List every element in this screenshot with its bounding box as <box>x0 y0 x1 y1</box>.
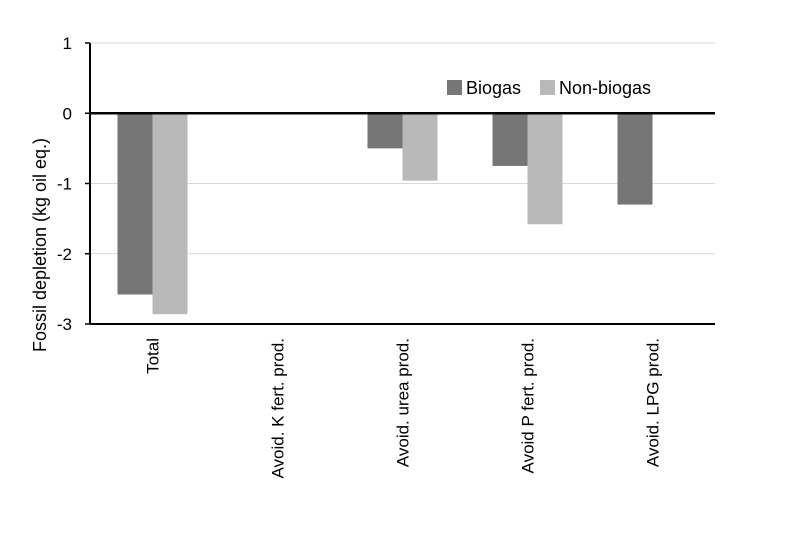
category-label: Avoid P fert. prod. <box>519 338 538 473</box>
category-label: Avoid. LPG prod. <box>644 338 663 467</box>
y-tick-label: -2 <box>57 245 72 264</box>
bars <box>117 113 653 315</box>
legend-swatch <box>540 80 555 95</box>
y-tick-labels: 1 0 -1 -2 -3 <box>57 34 72 334</box>
category-label: Avoid. K fert. prod. <box>269 338 288 478</box>
category-label: Total <box>144 338 163 374</box>
y-axis-title: Fossil depletion (kg oil eq.) <box>30 138 50 352</box>
bar-biogas <box>617 113 653 205</box>
legend-label: Biogas <box>466 78 521 98</box>
y-tick-label: -1 <box>57 175 72 194</box>
legend: Biogas Non-biogas <box>447 78 651 98</box>
bar-non-biogas <box>527 113 563 225</box>
bar-biogas <box>492 113 528 166</box>
y-tick-label: 0 <box>63 104 72 123</box>
category-label: Avoid. urea prod. <box>394 338 413 467</box>
gridlines <box>90 42 715 255</box>
legend-item: Non-biogas <box>540 78 651 98</box>
bar-non-biogas <box>402 113 438 181</box>
legend-label: Non-biogas <box>559 78 651 98</box>
bar-non-biogas <box>152 113 188 315</box>
y-tick-label: -3 <box>57 315 72 334</box>
y-tick-label: 1 <box>63 34 72 53</box>
bar-biogas <box>117 113 153 295</box>
legend-item: Biogas <box>447 78 521 98</box>
category-labels: Total Avoid. K fert. prod. Avoid. urea pro… <box>144 338 663 478</box>
legend-swatch <box>447 80 462 95</box>
axes <box>85 42 715 325</box>
bar-biogas <box>367 113 403 149</box>
